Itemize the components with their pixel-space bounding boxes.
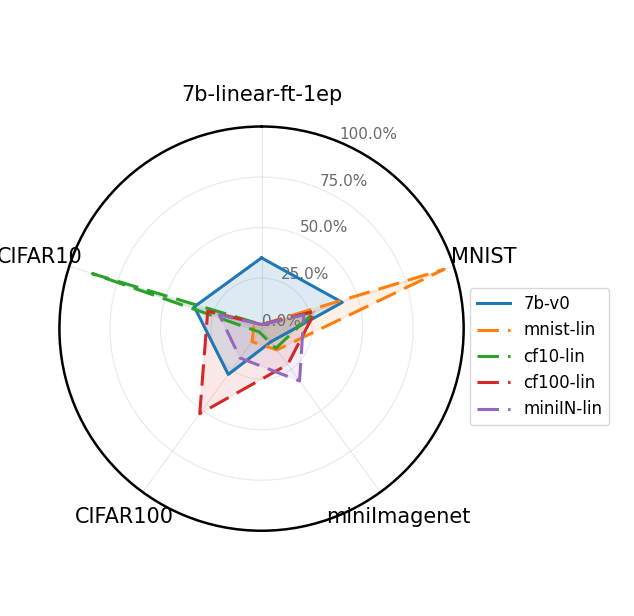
Line: mnist-lin: mnist-lin bbox=[252, 269, 444, 350]
cf10-lin bbox=[256, 328, 263, 336]
Polygon shape bbox=[219, 315, 304, 381]
mnist-lin bbox=[249, 338, 256, 346]
mnist-lin bbox=[273, 346, 281, 354]
cf100-lin bbox=[204, 307, 212, 315]
Polygon shape bbox=[252, 269, 444, 350]
Line: miniIN-lin: miniIN-lin bbox=[219, 315, 304, 381]
7b-v0 bbox=[190, 303, 198, 310]
miniIN-lin bbox=[258, 321, 266, 328]
cf10-lin bbox=[272, 344, 280, 352]
Polygon shape bbox=[200, 311, 315, 414]
miniIN-lin bbox=[216, 311, 223, 318]
cf10-lin bbox=[89, 270, 96, 277]
Polygon shape bbox=[194, 258, 342, 375]
cf10-lin bbox=[311, 307, 319, 315]
7b-v0 bbox=[268, 338, 275, 346]
Line: cf100-lin: cf100-lin bbox=[200, 311, 315, 414]
cf100-lin bbox=[196, 410, 204, 418]
cf100-lin bbox=[284, 361, 292, 368]
7b-v0 bbox=[224, 371, 232, 378]
cf10-lin bbox=[258, 321, 266, 328]
Line: 7b-v0: 7b-v0 bbox=[194, 258, 342, 375]
cf100-lin bbox=[258, 321, 266, 328]
mnist-lin bbox=[441, 265, 448, 273]
mnist-lin bbox=[258, 321, 266, 328]
Polygon shape bbox=[93, 274, 315, 348]
cf10-lin bbox=[258, 321, 266, 328]
mnist-lin bbox=[258, 321, 266, 328]
cf100-lin bbox=[311, 307, 319, 315]
miniIN-lin bbox=[295, 377, 303, 384]
Legend: 7b-v0, mnist-lin, cf10-lin, cf100-lin, miniIN-lin: 7b-v0, mnist-lin, cf10-lin, cf100-lin, m… bbox=[470, 288, 609, 425]
miniIN-lin bbox=[258, 321, 266, 328]
7b-v0 bbox=[339, 299, 346, 306]
miniIN-lin bbox=[300, 311, 307, 318]
7b-v0 bbox=[258, 254, 266, 262]
miniIN-lin bbox=[236, 354, 244, 362]
cf100-lin bbox=[258, 321, 266, 328]
mnist-lin bbox=[250, 322, 257, 330]
Line: cf10-lin: cf10-lin bbox=[93, 274, 315, 348]
7b-v0 bbox=[258, 254, 266, 262]
